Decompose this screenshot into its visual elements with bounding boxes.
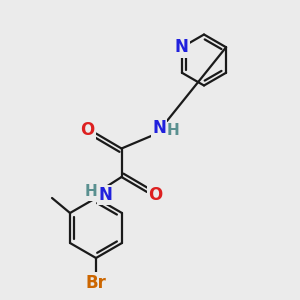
Text: N: N — [99, 186, 112, 204]
Text: O: O — [80, 121, 95, 139]
Text: H: H — [85, 184, 98, 200]
Text: N: N — [175, 38, 189, 56]
Text: N: N — [152, 119, 166, 137]
Text: O: O — [148, 186, 163, 204]
Text: Br: Br — [85, 274, 106, 292]
Text: H: H — [167, 123, 179, 138]
